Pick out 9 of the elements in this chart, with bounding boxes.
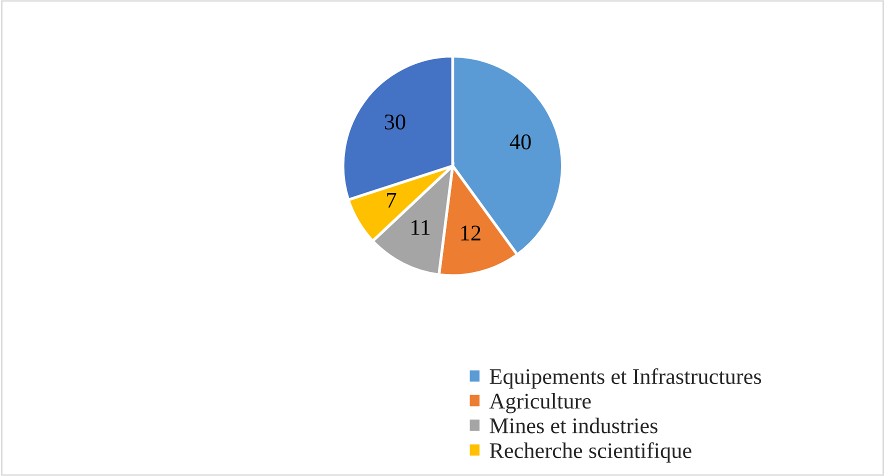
legend-label: Agriculture — [489, 393, 591, 414]
legend-label: Equipements et Infrastructures — [490, 368, 762, 389]
legend-label: Recherche scientifique — [490, 442, 692, 463]
legend-label: Mines et industries — [490, 418, 658, 434]
data-label: 40 — [510, 134, 531, 150]
data-label: 12 — [461, 226, 480, 240]
data-label: 7 — [387, 192, 396, 208]
data-label: 11 — [412, 220, 430, 235]
data-label: 30 — [384, 114, 406, 130]
